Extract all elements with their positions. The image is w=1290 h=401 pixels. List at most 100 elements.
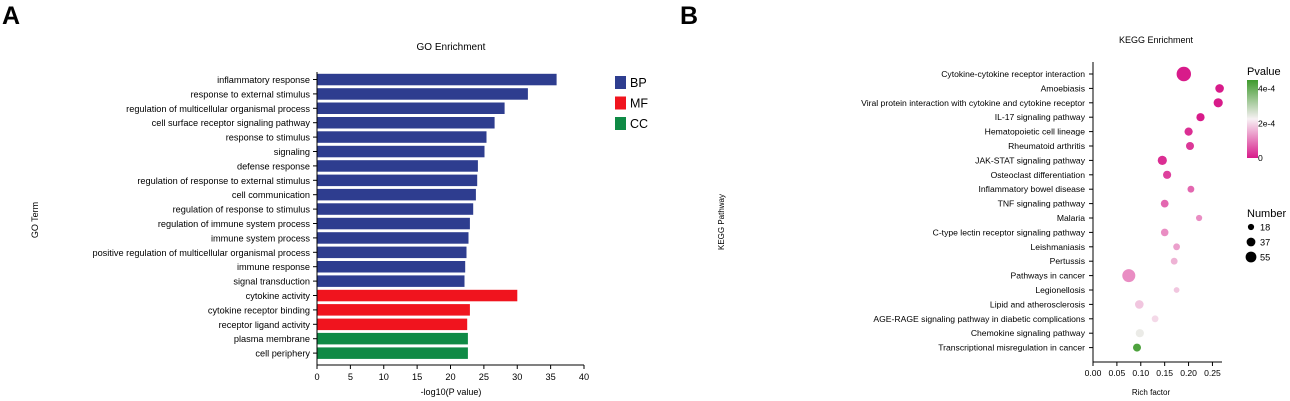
kegg-pathway-label: Rheumatoid arthritis <box>1008 141 1085 151</box>
kegg-pathway-label: Legionellosis <box>1035 285 1085 295</box>
go-bar <box>317 318 468 331</box>
size-legend-dot <box>1245 251 1257 263</box>
go-term-label: regulation of response to stimulus <box>173 205 311 215</box>
legend-swatch-mf <box>615 96 626 110</box>
kegg-point <box>1173 243 1180 251</box>
go-x-tick-label: 40 <box>579 372 589 382</box>
kegg-x-tick-label: 0.25 <box>1204 368 1221 378</box>
kegg-point <box>1160 199 1169 208</box>
go-term-label: immune system process <box>211 233 310 243</box>
go-ylabel: GO Term <box>30 202 40 238</box>
go-x-tick-label: 35 <box>546 372 556 382</box>
kegg-xlabel: Rich factor <box>1132 388 1171 397</box>
go-x-tick-label: 30 <box>512 372 522 382</box>
kegg-point <box>1135 300 1144 309</box>
go-term-label: cell communication <box>232 190 310 200</box>
legend-label-bp: BP <box>630 76 647 90</box>
go-bar <box>317 203 474 215</box>
go-x-tick-label: 5 <box>348 372 353 382</box>
go-term-label: regulation of response to external stimu… <box>137 176 310 186</box>
go-xlabel: -log10(P value) <box>421 387 482 397</box>
go-term-label: signal transduction <box>233 277 310 287</box>
kegg-point <box>1173 287 1180 293</box>
legend-swatch-cc <box>615 117 626 130</box>
go-bar <box>317 188 476 201</box>
go-bar <box>317 131 487 143</box>
kegg-point <box>1133 343 1141 352</box>
legend-swatch-bp <box>615 76 626 89</box>
kegg-pathway-label: Hematopoietic cell lineage <box>985 127 1086 137</box>
kegg-point <box>1187 185 1195 193</box>
go-bar <box>317 275 465 287</box>
kegg-point <box>1186 142 1194 150</box>
go-bar <box>317 304 470 316</box>
go-term-label: immune response <box>237 262 310 272</box>
kegg-pathway-label: TNF signaling pathway <box>998 199 1086 209</box>
go-term-label: response to external stimulus <box>191 89 311 99</box>
kegg-point <box>1160 228 1169 237</box>
go-bar <box>317 160 478 172</box>
go-term-label: cytokine receptor binding <box>208 305 310 315</box>
go-term-label: response to stimulus <box>226 133 311 143</box>
kegg-pathway-label: Cytokine-cytokine receptor interaction <box>941 69 1085 79</box>
number-legend-title: Number <box>1247 208 1286 220</box>
go-title: GO Enrichment <box>417 42 486 53</box>
kegg-point <box>1157 155 1167 165</box>
legend-label-cc: CC <box>630 117 648 131</box>
kegg-pathway-label: C-type lectin receptor signaling pathway <box>933 227 1086 237</box>
go-bar <box>317 102 505 114</box>
size-legend-dot <box>1247 223 1255 231</box>
kegg-point <box>1184 127 1193 136</box>
go-term-label: defense response <box>237 161 310 171</box>
go-bar <box>317 117 495 129</box>
go-bar <box>317 145 485 158</box>
go-term-label: cell surface receptor signaling pathway <box>152 118 311 128</box>
kegg-point <box>1122 269 1136 283</box>
kegg-pathway-label: Lipid and atherosclerosis <box>990 299 1085 309</box>
go-x-tick-label: 20 <box>445 372 455 382</box>
go-bar <box>317 174 478 187</box>
go-term-label: receptor ligand activity <box>219 320 311 330</box>
kegg-point <box>1163 170 1172 179</box>
size-legend-dot <box>1246 237 1256 247</box>
go-term-label: inflammatory response <box>217 75 310 85</box>
pvalue-legend-title: Pvalue <box>1247 66 1281 78</box>
go-bar <box>317 232 469 244</box>
go-term-label: signaling <box>274 147 310 157</box>
kegg-x-tick-label: 0.10 <box>1132 368 1149 378</box>
pvalue-tick-label: 0 <box>1258 153 1263 163</box>
kegg-title: KEGG Enrichment <box>1119 35 1194 45</box>
kegg-ylabel: KEGG Pathway <box>717 194 726 250</box>
go-legend: BP MF CC <box>615 76 648 131</box>
go-bar <box>317 246 467 259</box>
go-bar <box>317 73 557 86</box>
size-legend-label: 37 <box>1260 238 1270 248</box>
kegg-pathway-label: Leishmaniasis <box>1031 242 1085 252</box>
go-term-label: regulation of immune system process <box>158 219 311 229</box>
go-bar <box>317 289 518 302</box>
kegg-pathway-label: Inflammatory bowel disease <box>978 184 1085 194</box>
pvalue-colorbar <box>1247 80 1258 158</box>
go-x-tick-label: 15 <box>412 372 422 382</box>
pvalue-tick-label: 4e-4 <box>1258 84 1275 94</box>
kegg-pathway-label: Chemokine signaling pathway <box>971 328 1086 338</box>
kegg-pathway-label: IL-17 signaling pathway <box>995 112 1086 122</box>
kegg-point <box>1215 84 1224 93</box>
kegg-pathway-label: Pertussis <box>1050 256 1085 266</box>
go-x-tick-label: 25 <box>479 372 489 382</box>
go-chart: GO Enrichment GO Term -log10(P value) in… <box>30 42 648 397</box>
kegg-point <box>1196 214 1203 222</box>
go-bar <box>317 332 468 345</box>
kegg-x-tick-label: 0.00 <box>1085 368 1102 378</box>
kegg-chart: KEGG Enrichment KEGG Pathway Rich factor… <box>717 35 1286 397</box>
kegg-x-tick-label: 0.20 <box>1180 368 1197 378</box>
kegg-x-tick-label: 0.15 <box>1156 368 1173 378</box>
pvalue-tick-label: 2e-4 <box>1258 118 1275 128</box>
kegg-pathway-label: Pathways in cancer <box>1010 271 1085 281</box>
go-bar <box>317 217 470 230</box>
go-bar <box>317 261 466 273</box>
size-legend-label: 18 <box>1260 223 1270 233</box>
kegg-point <box>1196 113 1205 122</box>
kegg-pathway-label: JAK-STAT signaling pathway <box>975 155 1086 165</box>
